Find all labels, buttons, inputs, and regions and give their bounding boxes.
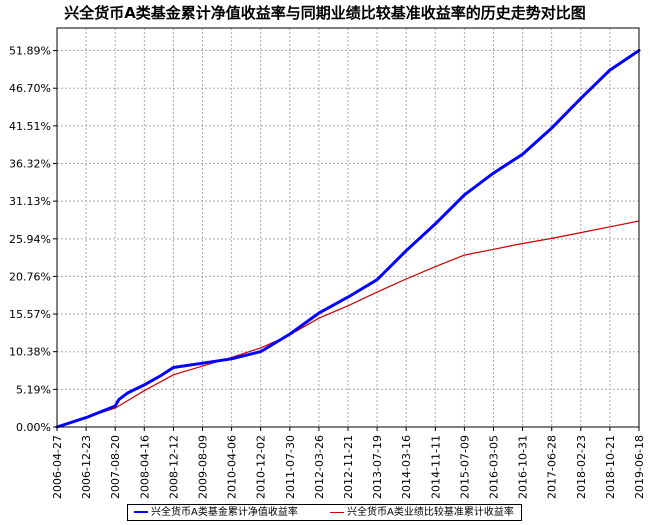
axis-layer: 0.00% 5.19% 10.38% 15.57% 20.76% 25.94% 31.13%…: [9, 45, 646, 499]
x-tick-label: 2015-07-09: [458, 435, 471, 499]
y-tick-label: 0.00%: [16, 421, 51, 434]
y-tick-label: 51.89%: [9, 45, 51, 58]
legend-swatch-red: [330, 511, 344, 513]
x-tick-label: 2008-12-12: [167, 435, 180, 499]
x-tick-label: 2018-10-21: [604, 435, 617, 499]
chart-title: 兴全货币A类基金累计净值收益率与同期业绩比较基准收益率的历史走势对比图: [64, 4, 586, 22]
y-tick-label: 25.94%: [9, 233, 51, 246]
x-tick-label: 2007-08-20: [109, 435, 122, 499]
legend: 兴全货币A类基金累计净值收益率 兴全货币A类业绩比较基准累计收益率: [127, 504, 522, 521]
x-tick-label: 2008-04-16: [138, 435, 151, 499]
y-tick-label: 41.51%: [9, 120, 51, 133]
x-tick-label: 2009-08-09: [197, 435, 210, 499]
y-tick-label: 20.76%: [9, 270, 51, 283]
y-tick-label: 31.13%: [9, 195, 51, 208]
y-tick-label: 46.70%: [9, 82, 51, 95]
x-tick-label: 2014-03-16: [400, 435, 413, 499]
x-tick-label: 2012-11-21: [342, 435, 355, 499]
series-line-nav: [55, 49, 641, 429]
x-tick-label: 2018-02-23: [575, 435, 588, 499]
x-tick-label: 2006-04-27: [51, 435, 64, 499]
legend-item-nav: 兴全货币A类基金累计净值收益率: [134, 507, 298, 519]
x-tick-label: 2006-12-23: [80, 435, 93, 499]
y-tick-label: 36.32%: [9, 158, 51, 171]
x-tick-label: 2016-03-05: [488, 435, 501, 499]
series-line-benchmark: [56, 220, 640, 428]
series-layer: [55, 49, 641, 429]
y-tick-label: 15.57%: [9, 308, 51, 321]
x-tick-label: 2014-11-11: [429, 435, 442, 499]
legend-label-benchmark: 兴全货币A类业绩比较基准累计收益率: [347, 507, 514, 518]
legend-item-benchmark: 兴全货币A类业绩比较基准累计收益率: [330, 507, 514, 519]
grid-layer: [56, 28, 640, 428]
y-tick-label: 5.19%: [16, 383, 51, 396]
legend-swatch-blue: [134, 511, 148, 513]
x-tick-label: 2017-06-28: [546, 435, 559, 499]
y-tick-label: 10.38%: [9, 346, 51, 359]
x-tick-label: 2010-04-06: [226, 435, 239, 499]
x-tick-label: 2016-10-31: [517, 435, 530, 499]
x-tick-label: 2011-07-30: [284, 435, 297, 499]
plot-frame: [56, 27, 640, 428]
x-tick-label: 2010-12-02: [255, 435, 268, 499]
x-tick-label: 2013-07-19: [371, 435, 384, 499]
legend-label-nav: 兴全货币A类基金累计净值收益率: [151, 507, 298, 518]
x-tick-label: 2019-06-18: [633, 435, 646, 499]
x-tick-label: 2012-03-26: [313, 435, 326, 499]
